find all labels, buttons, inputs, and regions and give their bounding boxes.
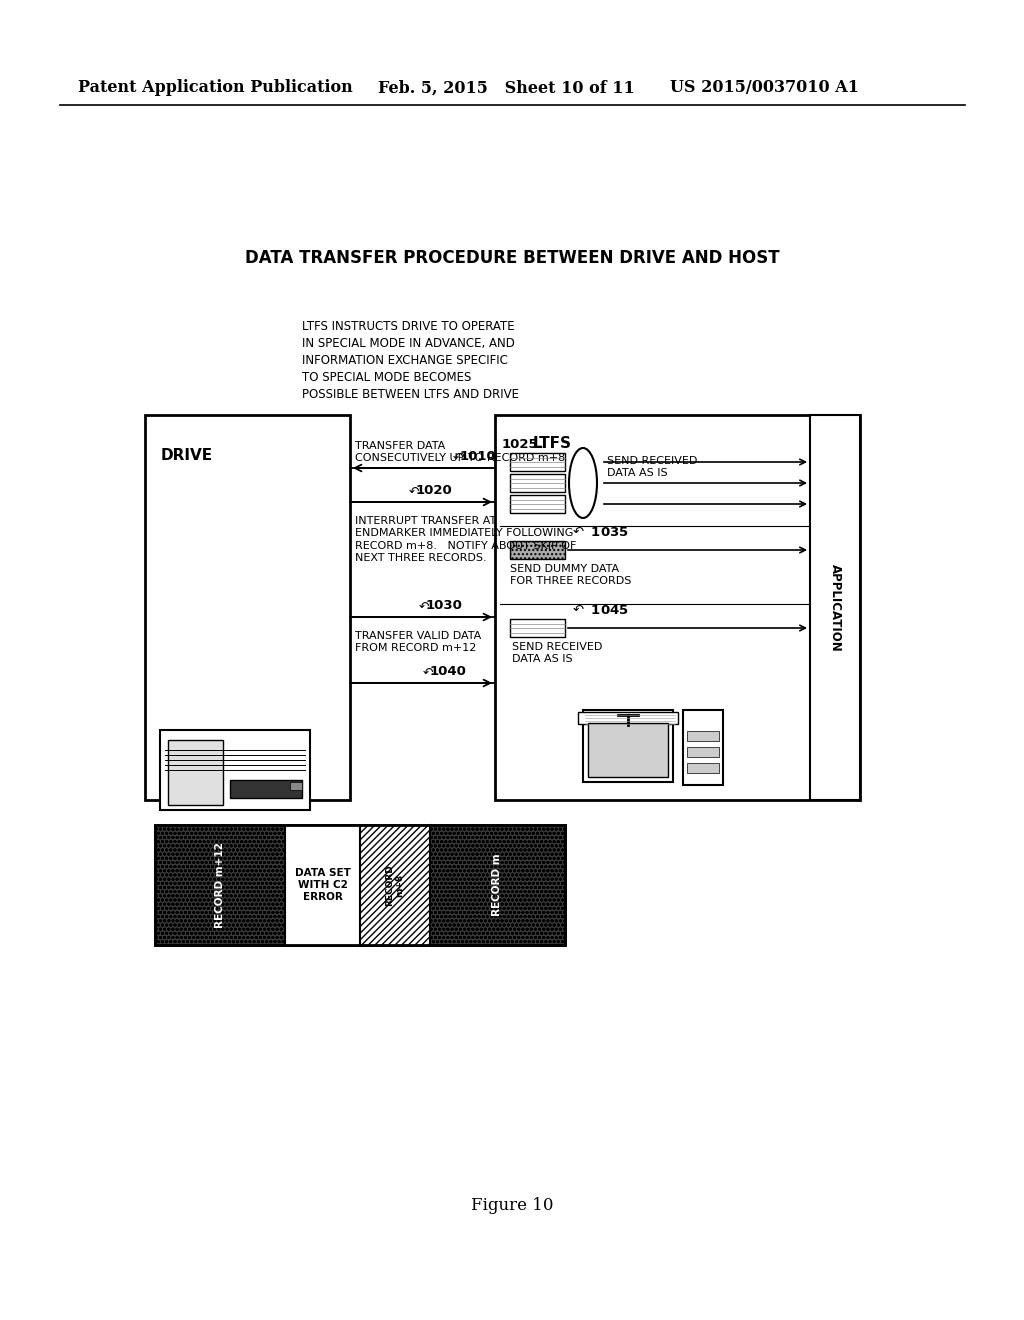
Text: 1040: 1040 [430, 665, 467, 678]
Text: SEND RECEIVED
DATA AS IS: SEND RECEIVED DATA AS IS [607, 455, 697, 478]
Text: APPLICATION: APPLICATION [828, 564, 842, 651]
Bar [160, 730, 310, 810]
Bar [360, 825, 430, 945]
Text: $\curvearrowleft$: $\curvearrowleft$ [416, 601, 430, 612]
Bar [145, 414, 350, 800]
Bar [510, 474, 565, 492]
Text: DRIVE: DRIVE [161, 447, 213, 462]
Bar [155, 825, 565, 945]
Text: SEND DUMMY DATA
FOR THREE RECORDS: SEND DUMMY DATA FOR THREE RECORDS [510, 564, 632, 586]
Text: US 2015/0037010 A1: US 2015/0037010 A1 [670, 79, 859, 96]
Bar [588, 723, 668, 777]
Bar [168, 741, 223, 805]
Text: LTFS INSTRUCTS DRIVE TO OPERATE
IN SPECIAL MODE IN ADVANCE, AND
INFORMATION EXCH: LTFS INSTRUCTS DRIVE TO OPERATE IN SPECI… [302, 319, 519, 401]
Ellipse shape [569, 447, 597, 517]
Bar [285, 825, 360, 945]
Text: TRANSFER VALID DATA
FROM RECORD m+12: TRANSFER VALID DATA FROM RECORD m+12 [355, 631, 481, 653]
Bar [583, 710, 673, 781]
Text: RECORD m: RECORD m [493, 854, 503, 916]
Bar [510, 619, 565, 638]
Text: 1010: 1010 [460, 450, 497, 463]
Bar [510, 453, 565, 471]
Bar [687, 763, 719, 774]
Text: TRANSFER DATA
CONSECUTIVELY UP TO RECORD m+8: TRANSFER DATA CONSECUTIVELY UP TO RECORD… [355, 441, 565, 463]
Bar [155, 825, 565, 945]
Text: 1020: 1020 [416, 484, 453, 498]
Bar [495, 414, 860, 800]
Text: 1025: 1025 [502, 438, 539, 451]
Text: $\curvearrowleft$: $\curvearrowleft$ [450, 451, 465, 465]
Text: DATA TRANSFER PROCEDURE BETWEEN DRIVE AND HOST: DATA TRANSFER PROCEDURE BETWEEN DRIVE AN… [245, 249, 779, 267]
Text: RECORD
m+8: RECORD m+8 [385, 865, 404, 906]
Bar [510, 541, 565, 558]
Bar [510, 495, 565, 513]
Text: INTERRUPT TRANSFER AT
ENDMARKER IMMEDIATELY FOLLOWING
RECORD m+8.   NOTIFY ABOUT: INTERRUPT TRANSFER AT ENDMARKER IMMEDIAT… [355, 516, 577, 564]
Text: 1030: 1030 [426, 599, 463, 612]
Text: LTFS: LTFS [534, 436, 572, 450]
Text: Figure 10: Figure 10 [471, 1196, 553, 1213]
Text: Patent Application Publication: Patent Application Publication [78, 79, 352, 96]
Bar [290, 781, 302, 789]
Text: SEND RECEIVED
DATA AS IS: SEND RECEIVED DATA AS IS [512, 642, 602, 664]
Text: $\curvearrowleft$ 1035: $\curvearrowleft$ 1035 [570, 525, 629, 539]
Text: DATA SET
WITH C2
ERROR: DATA SET WITH C2 ERROR [295, 869, 350, 902]
Text: RECORD m+12: RECORD m+12 [215, 842, 225, 928]
Bar [687, 747, 719, 756]
Bar [683, 710, 723, 785]
Text: $\curvearrowleft$: $\curvearrowleft$ [406, 484, 421, 498]
Text: $\curvearrowleft$: $\curvearrowleft$ [420, 667, 434, 678]
Bar [687, 731, 719, 741]
Bar [230, 780, 302, 799]
Bar [810, 414, 860, 800]
Text: $\curvearrowleft$ 1045: $\curvearrowleft$ 1045 [570, 605, 629, 616]
Bar [578, 711, 678, 723]
Text: Feb. 5, 2015   Sheet 10 of 11: Feb. 5, 2015 Sheet 10 of 11 [378, 79, 635, 96]
